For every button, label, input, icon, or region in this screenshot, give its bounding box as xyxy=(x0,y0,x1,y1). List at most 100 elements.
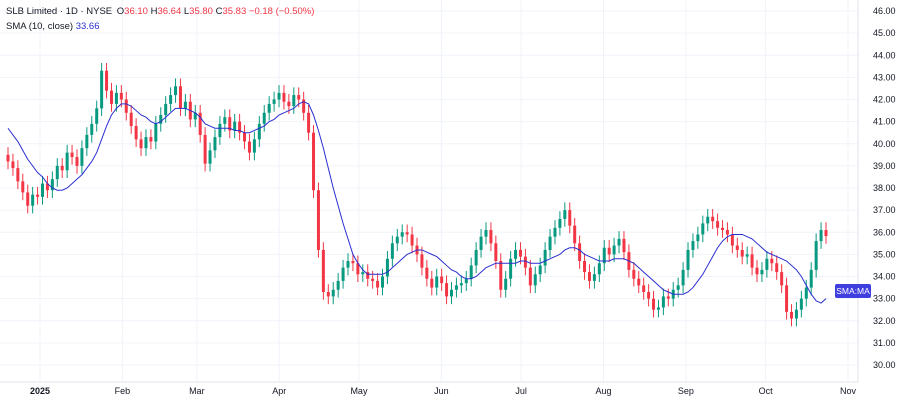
candle-body xyxy=(425,267,429,279)
candle-body xyxy=(208,150,212,164)
candle-body xyxy=(686,249,690,270)
legend-ohlc-row: SLB Limited · 1D · NYSE O36.10 H36.64 L3… xyxy=(6,4,314,19)
candle xyxy=(563,202,567,227)
candle-body xyxy=(824,230,828,237)
candle-body xyxy=(489,230,493,244)
candle-body xyxy=(647,291,651,299)
candle xyxy=(257,116,261,148)
candle-body xyxy=(267,103,271,113)
close-value: 35.83 xyxy=(222,6,247,17)
candle xyxy=(277,85,281,108)
candle-body xyxy=(642,285,646,292)
candle-body xyxy=(159,114,163,124)
candle xyxy=(568,202,572,234)
candle xyxy=(109,82,113,112)
candle-body xyxy=(445,283,449,297)
candle-body xyxy=(65,152,69,171)
candle xyxy=(528,259,532,294)
candle-body xyxy=(100,70,104,109)
y-tick-label: 46.00 xyxy=(873,6,896,16)
candle-body xyxy=(21,181,25,193)
candle-body xyxy=(45,183,49,191)
candle xyxy=(149,129,153,150)
candle-body xyxy=(617,238,621,246)
candle-body xyxy=(696,234,700,242)
candle-body xyxy=(583,261,587,273)
candle-body xyxy=(287,101,291,107)
candle xyxy=(790,304,794,327)
candle-body xyxy=(119,92,123,100)
candle xyxy=(464,270,468,291)
candle xyxy=(312,124,316,198)
candle-body xyxy=(681,269,685,286)
candle xyxy=(26,184,30,214)
low-label: L xyxy=(183,6,190,17)
candle-body xyxy=(198,112,202,135)
candle xyxy=(366,264,370,287)
sma-value: 33.66 xyxy=(75,21,100,32)
candle xyxy=(745,246,749,265)
candle-body xyxy=(55,165,59,180)
candle-body xyxy=(326,291,330,297)
sma-label: SMA (10, close) xyxy=(6,21,74,32)
candle-body xyxy=(548,236,552,250)
candle xyxy=(750,246,754,276)
candle-body xyxy=(632,269,636,279)
candle xyxy=(632,262,636,287)
candle xyxy=(302,91,306,121)
candle-body xyxy=(385,258,389,277)
candle-body xyxy=(706,216,710,224)
candle-body xyxy=(376,280,380,288)
candle-body xyxy=(149,137,153,142)
y-axis: 30.00 31.00 32.00 33.00 34.00 35.00 36.00 37.00… xyxy=(857,0,896,382)
candle xyxy=(90,116,94,143)
candle-body xyxy=(321,249,325,292)
x-tick-label: Aug xyxy=(595,386,611,396)
sma-price-label[interactable]: SMA:MA xyxy=(835,284,871,298)
candle xyxy=(80,140,84,174)
candle xyxy=(16,160,20,190)
candle-body xyxy=(292,95,296,107)
candle xyxy=(70,144,74,165)
y-tick-label: 41.00 xyxy=(873,117,896,127)
candle xyxy=(40,175,44,205)
sma-line xyxy=(7,101,827,304)
candle xyxy=(656,299,660,318)
candle xyxy=(730,226,734,254)
candle xyxy=(144,129,148,156)
x-tick-label: Sep xyxy=(678,386,694,396)
candle xyxy=(647,284,651,307)
candle xyxy=(725,222,729,243)
candle xyxy=(164,96,168,123)
candle xyxy=(583,253,587,280)
candle xyxy=(474,242,478,274)
candle-body xyxy=(790,311,794,319)
candle xyxy=(809,262,813,296)
candle-body xyxy=(31,194,35,206)
candle xyxy=(558,211,562,236)
candle xyxy=(449,282,453,305)
candle xyxy=(459,275,463,294)
candle-body xyxy=(312,132,316,191)
candle xyxy=(129,105,133,134)
candle xyxy=(267,96,271,121)
candle xyxy=(499,253,503,298)
candle-body xyxy=(238,121,242,133)
candle-body xyxy=(509,258,513,279)
y-tick-label: 33.00 xyxy=(873,294,896,304)
candle-body xyxy=(543,249,547,266)
candle xyxy=(489,222,493,252)
candle-body xyxy=(711,216,715,222)
candle-body xyxy=(701,223,705,235)
candle xyxy=(686,242,690,278)
candle-body xyxy=(494,243,498,262)
candle xyxy=(55,158,59,187)
candle xyxy=(282,85,286,110)
candle-body xyxy=(371,278,375,281)
candle xyxy=(760,262,764,283)
candle-body xyxy=(174,86,178,96)
candle-body xyxy=(257,123,261,140)
candle xyxy=(765,251,769,278)
